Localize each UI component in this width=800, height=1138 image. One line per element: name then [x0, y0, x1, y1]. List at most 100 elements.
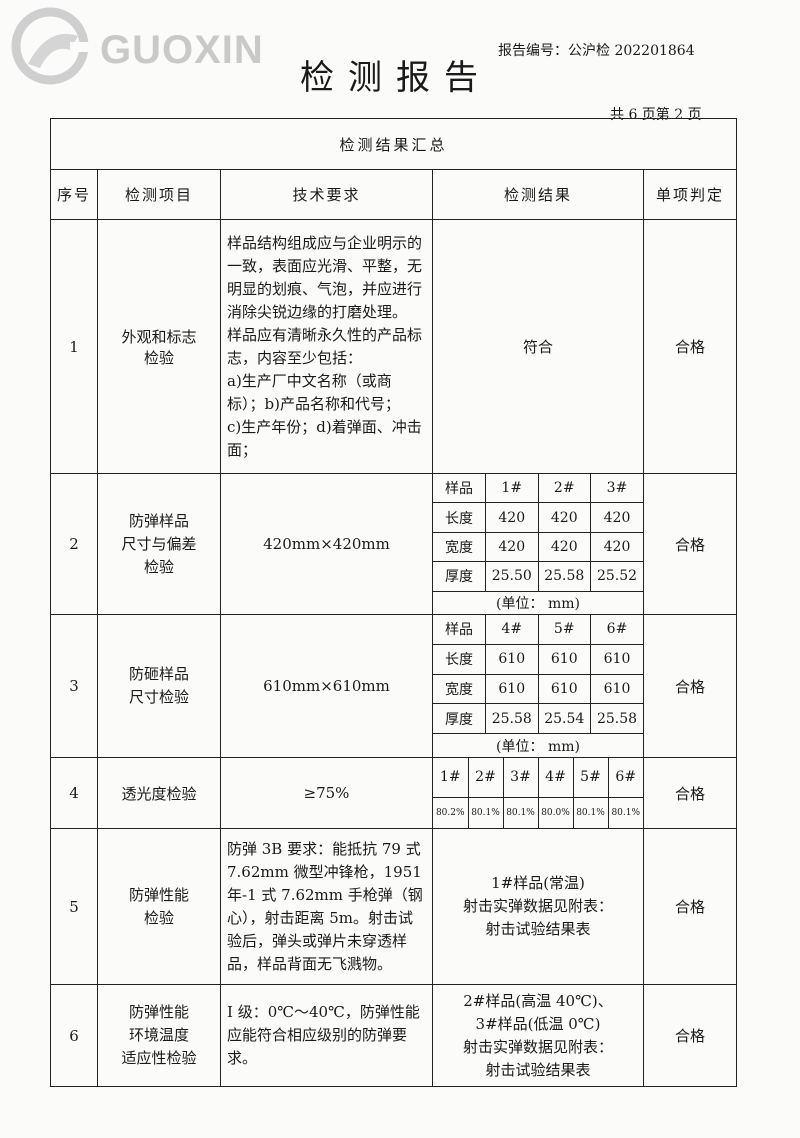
page-title: 检测报告: [300, 58, 492, 98]
cell: 4#: [485, 615, 539, 645]
cell: 420: [537, 502, 591, 533]
cell: 4#: [537, 758, 574, 798]
item-line: 尺寸与偏差: [121, 534, 197, 553]
row-item: 防弹性能 检验: [97, 828, 221, 985]
col-header: 检测结果: [432, 169, 644, 220]
item-line: 检验: [143, 908, 174, 927]
cell: 3#: [590, 474, 643, 504]
cell: 5#: [537, 615, 591, 645]
cell: 厚度: [433, 561, 486, 592]
logo-text: GUOXIN: [100, 28, 264, 72]
report-number: 报告编号：公沪检 202201864: [498, 43, 695, 59]
cell: 长度: [433, 643, 486, 675]
req-line: 样品结构组成应与企业明示的一致，表面应光滑、平整，无明显的划痕、气泡，并应进行消…: [227, 233, 423, 321]
unit-note: (单位： mm): [433, 590, 643, 614]
row-requirement: 样品结构组成应与企业明示的一致，表面应光滑、平整，无明显的划痕、气泡，并应进行消…: [220, 219, 433, 474]
cell: 长度: [433, 502, 486, 533]
item-line: 环境温度: [128, 1026, 189, 1044]
col-header: 检测项目: [97, 169, 221, 220]
table-row: 4 透光度检验 ≥75% 1# 2# 3# 4# 5# 6# 80.2% 80.1% 80.1…: [50, 757, 738, 829]
cell: 25.54: [537, 703, 591, 735]
cell: 3#: [502, 758, 539, 798]
item-line: 防弹样品: [128, 511, 189, 530]
row-no: 1: [50, 219, 98, 474]
cell: 样品: [433, 615, 486, 645]
cell: 厚度: [433, 703, 486, 735]
cell: 80.0%: [537, 796, 574, 828]
table-row: 1 外观和标志 检验 样品结构组成应与企业明示的一致，表面应光滑、平整，无明显的划…: [50, 219, 738, 474]
cell: 610: [485, 673, 539, 705]
summary-title: 检测结果汇总: [49, 118, 738, 170]
row-no: 2: [50, 473, 98, 615]
unit-note: (单位： mm): [433, 733, 643, 757]
dimension-table: 样品 4# 5# 6# 长度 610 610 610 宽度 610 610 610 厚度 25.58…: [433, 615, 643, 757]
row-no: 3: [50, 614, 98, 758]
col-header: 序号: [50, 169, 98, 220]
result-line: 射击试验结果表: [485, 920, 591, 938]
cell: 420: [485, 502, 539, 533]
row-item: 外观和标志 检验: [97, 219, 221, 474]
transmittance-table: 1# 2# 3# 4# 5# 6# 80.2% 80.1% 80.1% 80.0% 80.1% 80…: [433, 758, 643, 828]
cell: 420: [590, 502, 643, 533]
cell: 610: [537, 643, 591, 675]
item-line: 检验: [143, 557, 174, 576]
cell: 420: [590, 531, 643, 563]
row-verdict: 合格: [642, 757, 738, 829]
cell: 80.1%: [572, 796, 609, 828]
cell: 1#: [485, 474, 539, 504]
row-item: 防弹性能环境温度适应性检验: [97, 984, 221, 1087]
cell: 2#: [537, 474, 591, 504]
cell: 25.58: [485, 703, 539, 735]
row-verdict: 合格: [642, 219, 738, 474]
req-line: c)生产年份；d)着弹面、冲击面；: [227, 417, 422, 459]
item-line: 防砸样品: [128, 665, 189, 683]
cell: 样品: [433, 474, 486, 504]
item-line: 防弹性能: [128, 885, 189, 904]
row-requirement: I 级：0℃～40℃，防弹性能应能符合相应级别的防弹要求。: [220, 984, 433, 1087]
cell: 25.58: [537, 561, 591, 592]
table-row: 5 防弹性能 检验 防弹 3B 要求：能抵抗 79 式 7.62mm 微型冲锋枪，…: [50, 828, 738, 985]
cell: 2#: [467, 758, 504, 798]
results-summary-table: 检测结果汇总 序号 检测项目 技术要求 检测结果 单项判定 1 外观和标志 检验 …: [49, 118, 738, 1087]
req-line: a)生产厂中文名称（或商标）；b)产品名称和代号；: [227, 371, 400, 413]
item-line: 适应性检验: [121, 1049, 197, 1067]
row-result: 样品 4# 5# 6# 长度 610 610 610 宽度 610 610 610 厚度 25.58…: [432, 614, 644, 758]
row-requirement: 420mm×420mm: [220, 473, 433, 615]
row-item: 透光度检验: [97, 757, 221, 829]
cell: 610: [537, 673, 591, 705]
cell: 宽度: [433, 531, 486, 563]
table-row: 2 防弹样品 尺寸与偏差 检验 420mm×420mm 样品 1# 2# 3# 长度 420…: [50, 473, 738, 615]
cell: 5#: [572, 758, 609, 798]
row-result: 样品 1# 2# 3# 长度 420 420 420 宽度 420 420 420 厚度 25.50…: [432, 473, 644, 615]
row-verdict: 合格: [642, 828, 738, 985]
result-line: 射击试验结果表: [485, 1060, 591, 1079]
cell: 80.2%: [433, 796, 469, 828]
cell: 25.52: [590, 561, 643, 592]
row-no: 4: [50, 757, 98, 829]
row-result: 2#样品(高温 40℃)、 3#样品(低温 0℃) 射击实弹数据见附表： 射击试验结果…: [432, 984, 644, 1087]
row-item: 防砸样品 尺寸检验: [97, 614, 221, 758]
cell: 610: [590, 673, 643, 705]
result-line: 3#样品(低温 0℃): [475, 1014, 601, 1033]
row-requirement: 610mm×610mm: [220, 614, 433, 758]
row-result: 1#样品(常温) 射击实弹数据见附表： 射击试验结果表: [432, 828, 644, 985]
cell: 420: [485, 531, 539, 563]
col-header: 技术要求: [220, 169, 433, 220]
cell: 25.50: [485, 561, 539, 592]
cell: 1#: [433, 758, 469, 798]
cell: 6#: [607, 758, 643, 798]
cell: 宽度: [433, 673, 486, 705]
table-row: 6 防弹性能 环境温度 适应性检验 I 级：0℃～40℃，防弹性能应能符合相应级别的…: [50, 984, 738, 1087]
cell: 25.58: [590, 703, 643, 735]
result-line: 射击实弹数据见附表：: [462, 1037, 613, 1056]
cell: 420: [537, 531, 591, 563]
item-line: 防弹性能: [128, 1003, 189, 1021]
row-verdict: 合格: [642, 614, 738, 758]
row-result: 1# 2# 3# 4# 5# 6# 80.2% 80.1% 80.1% 80.0% 80.1% 80…: [432, 757, 644, 829]
cell: 80.1%: [467, 796, 504, 828]
cell: 610: [590, 643, 643, 675]
row-requirement: ≥75%: [220, 757, 433, 829]
header-row: 序号 检测项目 技术要求 检测结果 单项判定: [50, 169, 738, 220]
cell: 610: [485, 643, 539, 675]
req-line: 样品应有清晰永久性的产品标志，内容至少包括：: [227, 325, 423, 367]
